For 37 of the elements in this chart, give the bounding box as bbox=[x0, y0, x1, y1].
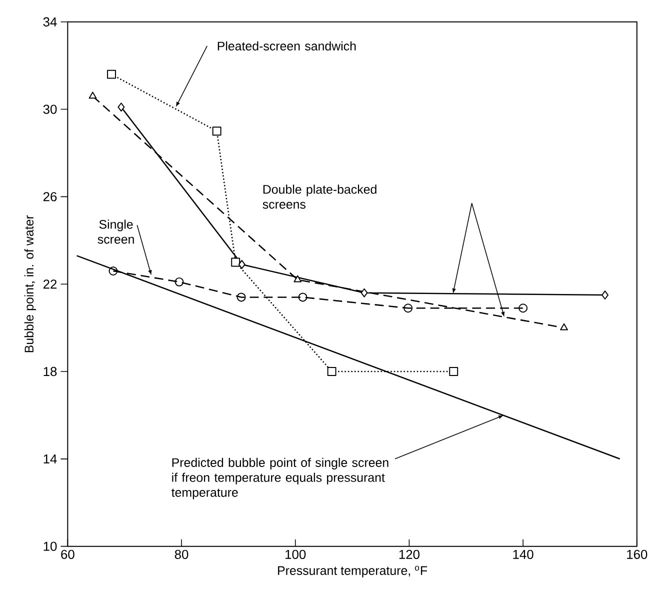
point bbox=[404, 304, 413, 313]
x-tick-label: 140 bbox=[513, 550, 534, 559]
point bbox=[212, 126, 222, 136]
x-tick-label: 100 bbox=[286, 550, 306, 559]
point bbox=[298, 292, 308, 302]
point bbox=[360, 288, 368, 298]
y-tick-label: 18 bbox=[44, 366, 57, 376]
x-tick-label: 80 bbox=[174, 550, 188, 559]
point bbox=[108, 266, 118, 276]
point bbox=[118, 102, 125, 112]
y-tick-label: 10 bbox=[44, 542, 57, 551]
point bbox=[327, 366, 336, 376]
annotation: Double plate-backed screens bbox=[262, 184, 376, 209]
point bbox=[238, 260, 246, 269]
annotation: Single screen bbox=[98, 220, 134, 244]
point bbox=[294, 275, 302, 282]
point bbox=[231, 258, 240, 267]
y-tick-label: 14 bbox=[44, 454, 57, 464]
y-tick-label: 34 bbox=[43, 17, 57, 26]
x-tick-label: 120 bbox=[399, 550, 420, 559]
point bbox=[560, 323, 568, 330]
point bbox=[602, 290, 609, 300]
point bbox=[518, 304, 528, 313]
x-axis-title: Pressurant temperature, $^{o}$F bbox=[278, 566, 428, 578]
point bbox=[449, 366, 458, 376]
point bbox=[174, 277, 184, 286]
x-tick-label: 160 bbox=[627, 550, 648, 559]
annotation: Predicted bubble point of single screen if freon temperature equals pressurant temperature bbox=[172, 458, 388, 500]
y-tick-label: 26 bbox=[43, 192, 57, 202]
y-tick-label: 22 bbox=[43, 280, 57, 289]
y-axis-title: Bubble point, in. of water bbox=[24, 215, 36, 352]
annotation: Pleated-screen sandwich bbox=[218, 41, 356, 50]
point bbox=[236, 292, 246, 302]
y-tick-label: 30 bbox=[43, 104, 57, 114]
point bbox=[107, 70, 116, 79]
point bbox=[88, 92, 97, 99]
x-tick-label: 60 bbox=[61, 550, 74, 559]
